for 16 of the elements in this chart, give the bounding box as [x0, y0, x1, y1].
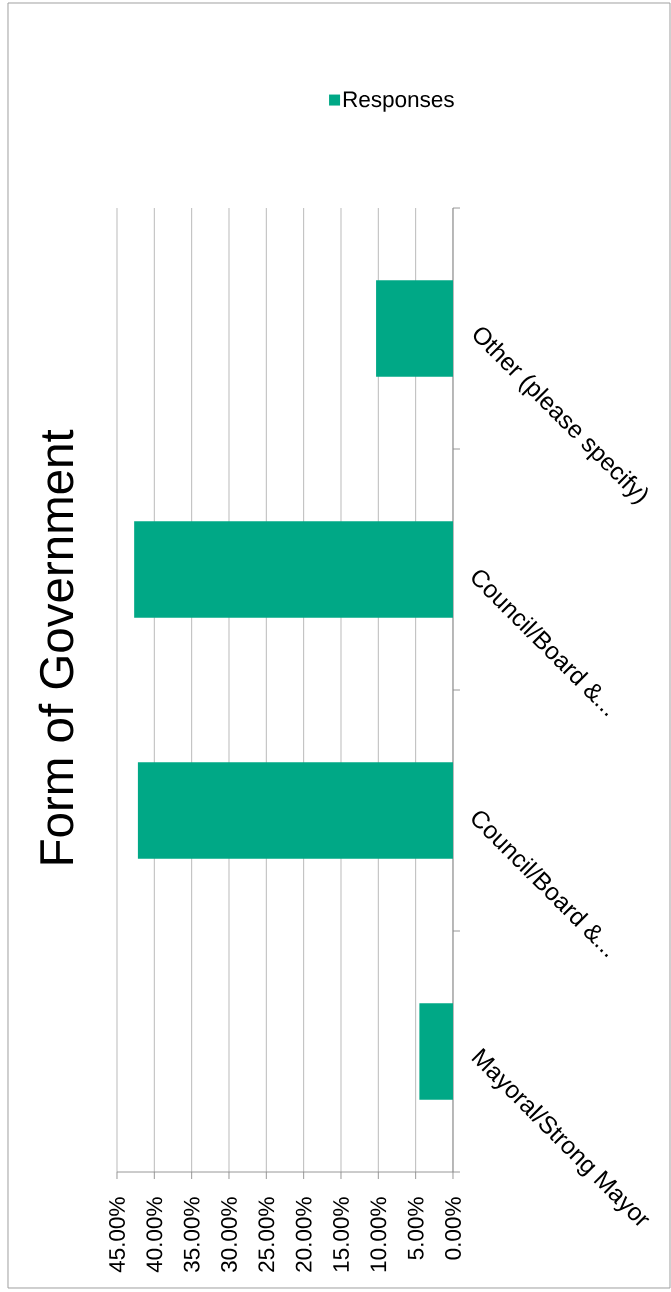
bar	[419, 1003, 453, 1100]
bar	[137, 762, 453, 859]
x-tick-label: 30.00%	[221, 1197, 237, 1272]
x-tick-label: 35.00%	[183, 1197, 200, 1272]
x-tick-label: 45.00%	[109, 1197, 125, 1273]
bar	[134, 521, 453, 618]
x-tick-label: 5.00%	[407, 1197, 424, 1260]
bar	[376, 280, 453, 377]
text: Form of Government	[38, 429, 74, 864]
x-tick-label: 40.00%	[146, 1197, 163, 1273]
x-tick-label: 25.00%	[258, 1197, 275, 1272]
x-tick-label: 20.00%	[295, 1197, 312, 1272]
legend-label: Responses	[343, 91, 454, 112]
x-tick-label: 0.00%	[445, 1197, 461, 1260]
x-tick-label: 15.00%	[333, 1197, 349, 1272]
x-tick-label: 10.00%	[370, 1197, 387, 1272]
